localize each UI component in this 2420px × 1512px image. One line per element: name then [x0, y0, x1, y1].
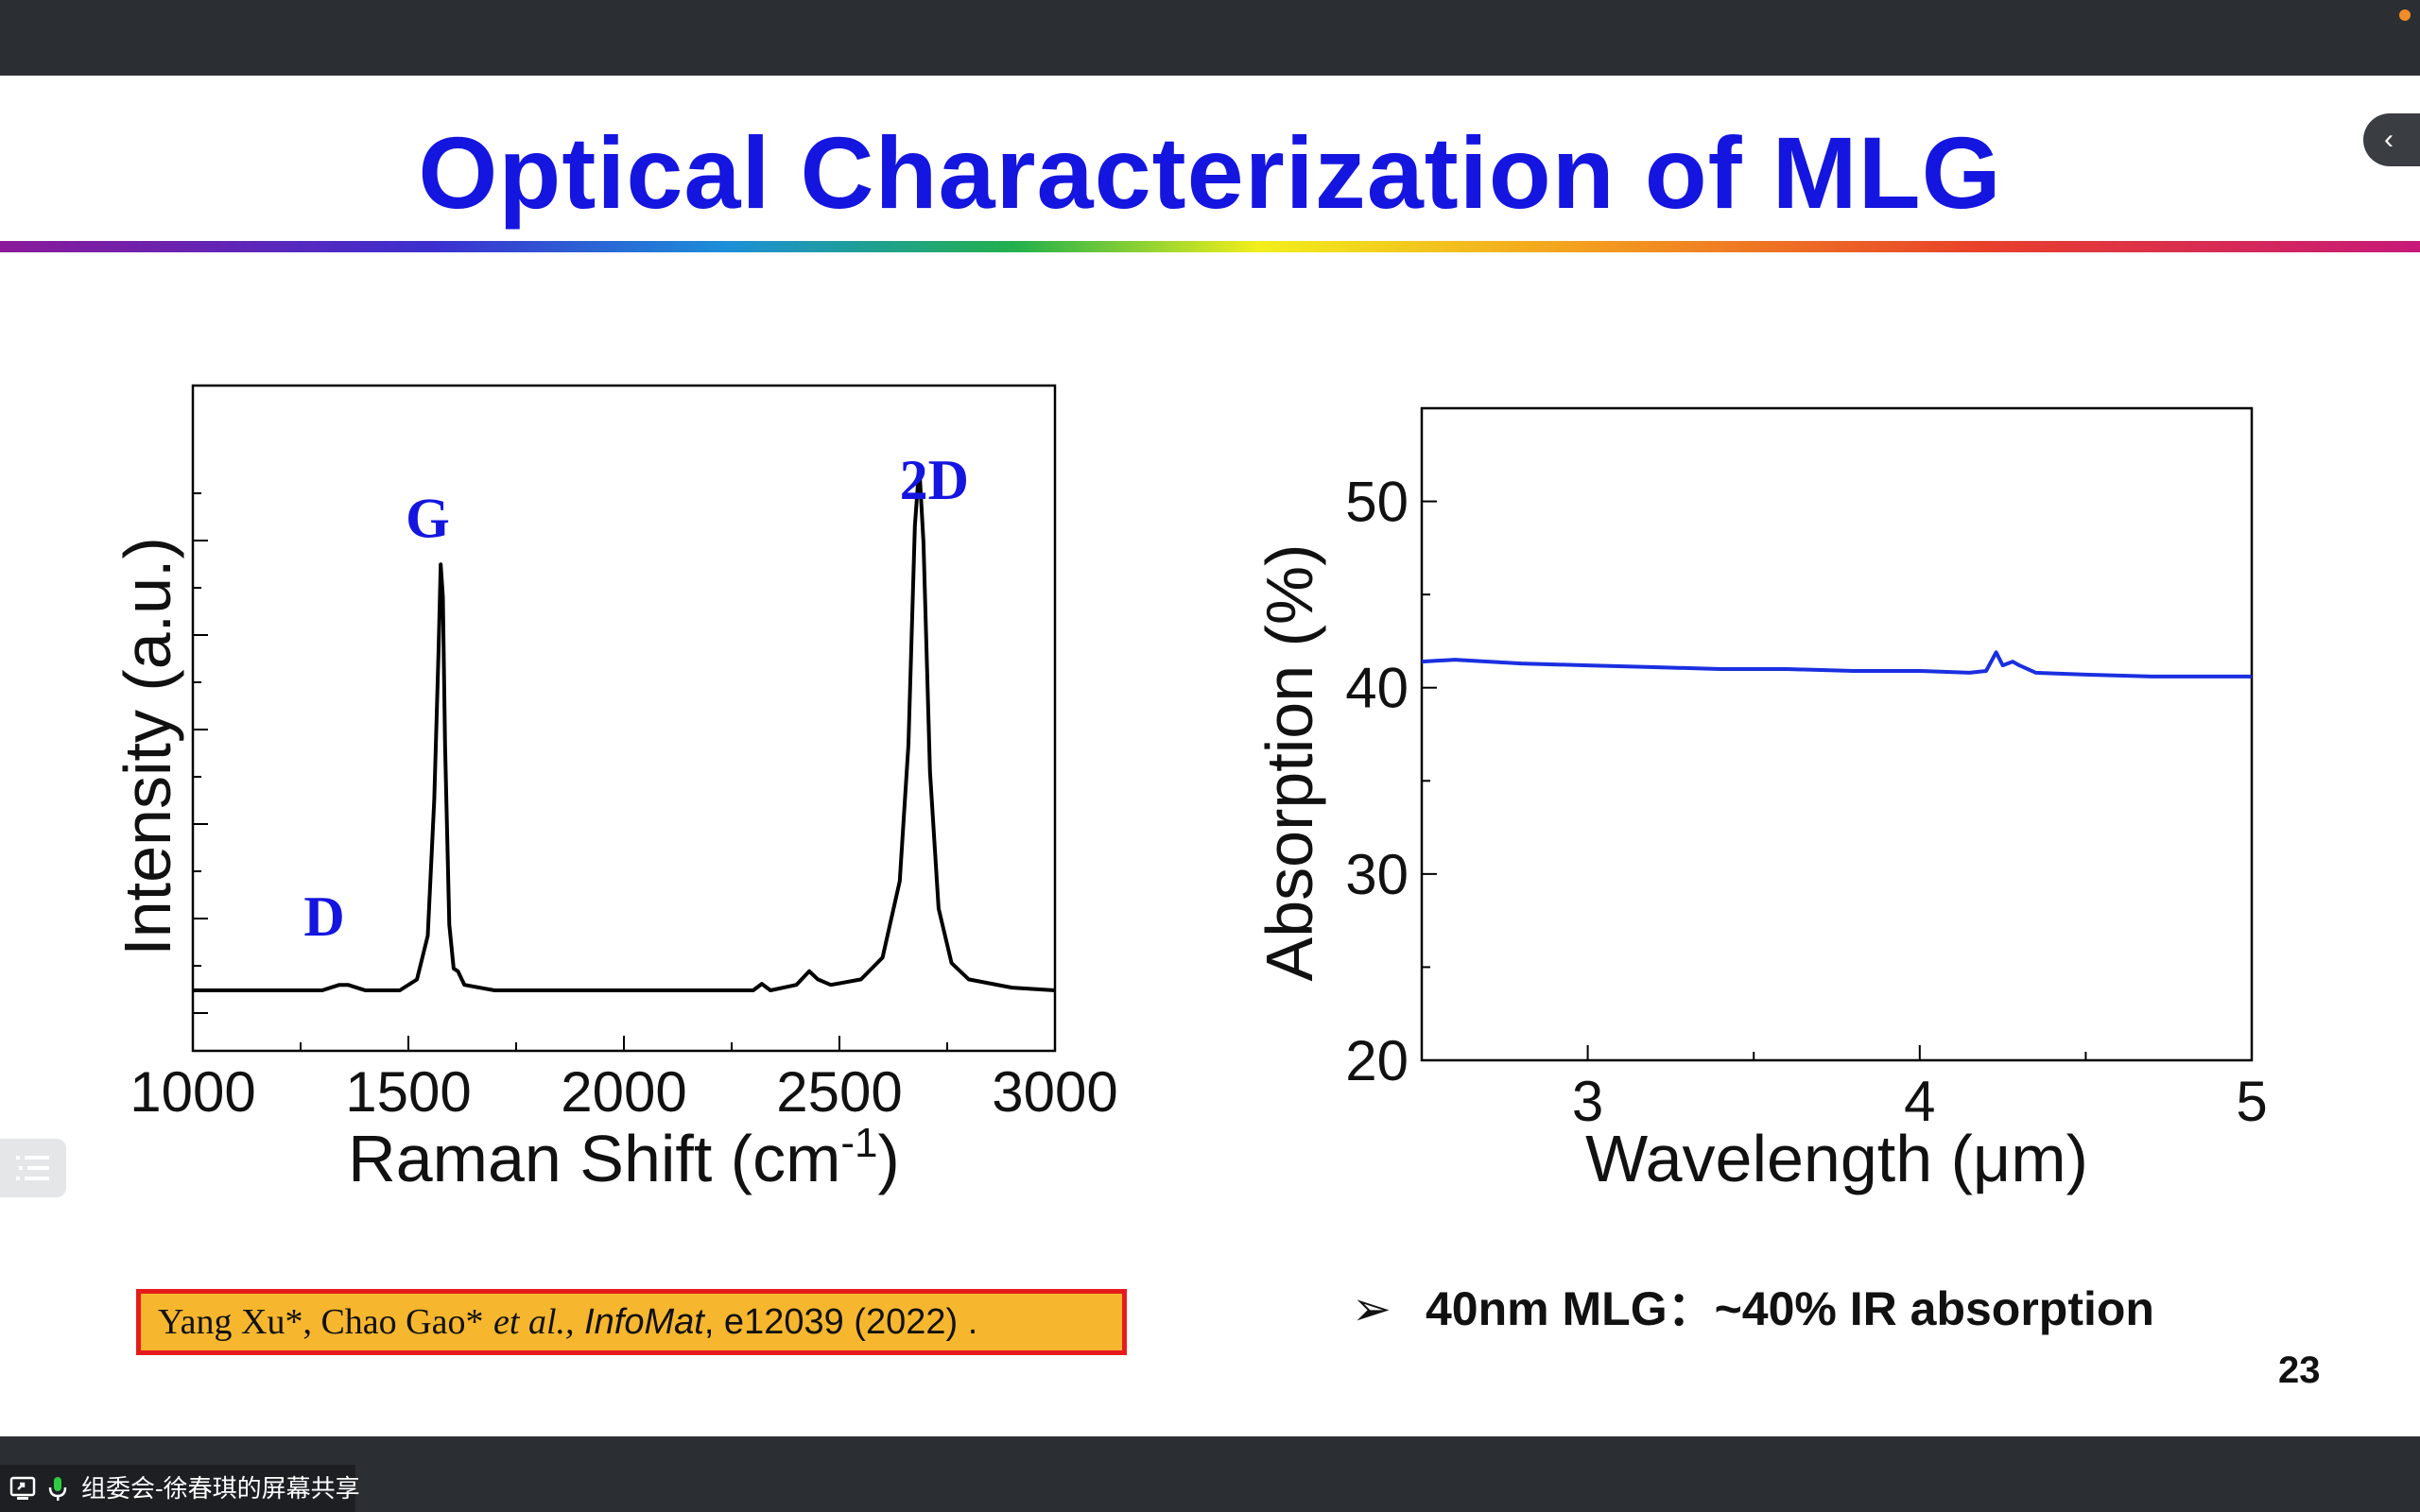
collapse-panel-button[interactable]: ‹	[2363, 113, 2420, 166]
slide: Optical Characterization of MLG 1000 1500…	[0, 76, 2420, 1436]
bullet-point: ➢ 40nm MLG：~40% IR absorption	[1352, 1271, 2154, 1339]
absorption-x-tick-label: 3	[1572, 1070, 1603, 1133]
bottom-bar: 组委会-徐春琪的屏幕共享	[0, 1436, 2420, 1512]
absorption-plot-frame	[1420, 406, 2254, 1062]
citation-details: , e12039 (2022) .	[703, 1302, 978, 1342]
absorption-chart: 3 4 5 20 30 40 50 Wavelength (μm) Absorption (%)	[1253, 406, 2268, 1195]
citation-box: Yang Xu*, Chao Gao* et al., InfoMat, e12…	[136, 1289, 1127, 1355]
absorption-x-tick-label: 5	[2236, 1070, 2267, 1133]
absorption-x-axis-label: Wavelength (μm)	[1585, 1122, 2088, 1195]
recording-indicator	[2399, 9, 2411, 21]
raman-x-tick-label: 3000	[992, 1060, 1117, 1124]
bullet-arrow-icon: ➢	[1352, 1282, 1392, 1335]
outline-list-button[interactable]	[0, 1139, 66, 1197]
absorption-spectrum-line	[1421, 650, 2252, 679]
absorption-y-tick-label: 40	[1345, 657, 1409, 720]
microphone-icon	[48, 1477, 67, 1501]
screen-share-label: 组委会-徐春琪的屏幕共享	[81, 1474, 360, 1503]
bullet-text: 40nm MLG：~40% IR absorption	[1426, 1282, 2154, 1335]
screen-share-icon	[9, 1476, 36, 1500]
raman-spectrum-line	[193, 464, 1056, 992]
raman-y-axis-label: Intensity (a.u.)	[111, 537, 184, 956]
raman-x-tick-label: 2000	[561, 1060, 686, 1124]
absorption-y-axis-label: Absorption (%)	[1253, 544, 1326, 982]
raman-x-tick-label: 1500	[345, 1060, 471, 1124]
slide-title: Optical Characterization of MLG	[418, 115, 2002, 230]
absorption-y-tick-label: 20	[1345, 1029, 1409, 1092]
raman-peak-label: D	[303, 885, 344, 948]
raman-peak-label: G	[406, 487, 450, 549]
top-bar	[0, 0, 2420, 76]
absorption-y-tick-label: 30	[1345, 843, 1409, 906]
rainbow-divider	[0, 241, 2420, 252]
raman-chart: 1000 1500 2000 2500 3000 D G 2D Raman Shift (cm-…	[111, 384, 1118, 1195]
list-icon	[16, 1156, 49, 1180]
raman-x-tick-label: 2500	[776, 1060, 902, 1124]
raman-x-tick-label: 1000	[130, 1060, 255, 1124]
absorption-x-tick-label: 4	[1904, 1070, 1935, 1133]
screen-share-indicator[interactable]: 组委会-徐春琪的屏幕共享	[0, 1465, 360, 1512]
raman-x-axis-label: Raman Shift (cm-1)	[348, 1120, 900, 1195]
citation-etal: et al.,	[493, 1302, 575, 1342]
citation-authors: Yang Xu*, Chao Gao*	[158, 1302, 484, 1342]
citation-journal: InfoMat	[584, 1302, 704, 1342]
page-number: 23	[2278, 1349, 2321, 1391]
absorption-y-tick-label: 50	[1345, 471, 1409, 534]
chevron-left-icon: ‹	[2384, 124, 2394, 155]
raman-peak-label: 2D	[900, 449, 969, 511]
